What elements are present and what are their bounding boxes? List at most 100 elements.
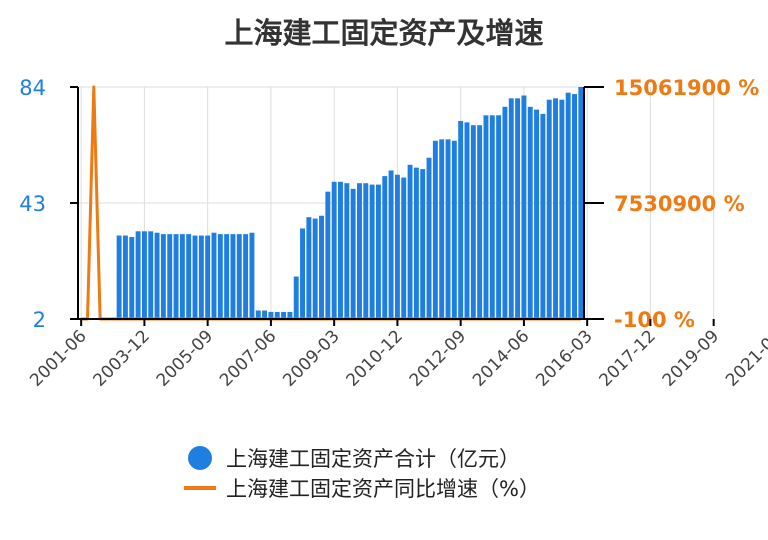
- x-tick-label: 2014-06: [469, 326, 533, 390]
- bar: [243, 234, 249, 319]
- bar: [236, 234, 242, 319]
- bar: [508, 98, 514, 319]
- x-tick-label: 2012-09: [406, 326, 470, 390]
- legend-line-label: 上海建工固定资产同比增速（%）: [226, 477, 540, 501]
- bar: [534, 109, 540, 319]
- bar: [217, 234, 223, 319]
- bar: [553, 98, 558, 319]
- bar: [502, 106, 508, 319]
- bar: [141, 231, 147, 319]
- y-right-tick-label: 7530900 %: [614, 192, 745, 216]
- bar-series: [116, 87, 584, 320]
- bar: [268, 311, 274, 319]
- y-left-tick-label: 84: [19, 76, 46, 100]
- bar: [394, 174, 400, 319]
- bar: [401, 177, 407, 319]
- bar: [312, 218, 318, 319]
- bar: [224, 234, 230, 319]
- bar: [578, 87, 584, 319]
- bar: [420, 169, 426, 319]
- bar: [559, 99, 565, 319]
- bar: [255, 310, 261, 319]
- legend: 上海建工固定资产合计（亿元） 上海建工固定资产同比增速（%）: [184, 446, 540, 501]
- bar: [375, 184, 381, 319]
- bar: [451, 140, 457, 319]
- bar: [363, 183, 369, 319]
- x-tick-label: 2009-03: [279, 326, 343, 390]
- bar: [496, 115, 502, 319]
- bar: [306, 217, 312, 319]
- bar: [388, 170, 394, 319]
- x-tick-label: 2019-09: [659, 326, 723, 390]
- bar: [173, 234, 179, 319]
- bar: [546, 99, 552, 319]
- bar: [192, 235, 198, 319]
- y-right-tick-label: -100 %: [614, 308, 695, 332]
- x-tick-label: 2016-03: [532, 326, 596, 390]
- bar: [344, 183, 350, 319]
- bar: [357, 183, 362, 319]
- bar: [211, 232, 217, 319]
- bar: [407, 164, 413, 319]
- bar: [262, 310, 268, 319]
- bar: [338, 181, 343, 319]
- legend-bar-marker: [188, 446, 212, 470]
- x-tick-label: 2017-12: [596, 326, 660, 390]
- right-axis: 15061900 % 7530900 % -100 %: [583, 76, 759, 332]
- bar: [515, 98, 521, 319]
- bar: [445, 139, 451, 319]
- bar: [331, 181, 337, 319]
- bar: [432, 140, 438, 319]
- bar: [319, 215, 324, 319]
- bar: [198, 235, 204, 319]
- bar: [230, 234, 236, 319]
- x-tick-label: 2005-09: [153, 326, 217, 390]
- bar: [483, 115, 489, 319]
- left-axis: 84 43 2: [19, 76, 79, 332]
- bar: [281, 311, 287, 319]
- x-tick-label: 2021-06: [722, 326, 768, 390]
- bar: [135, 231, 141, 319]
- bar: [489, 115, 495, 319]
- bar: [160, 234, 166, 319]
- bar: [129, 236, 135, 319]
- x-tick-label: 2007-06: [216, 326, 280, 390]
- x-tick-label: 2001-06: [26, 326, 90, 390]
- bar: [325, 191, 331, 319]
- bar: [382, 176, 388, 319]
- bar: [186, 234, 192, 319]
- bar: [369, 184, 375, 319]
- bar: [521, 95, 527, 320]
- x-tick-label: 2010-12: [343, 326, 407, 390]
- bar: [300, 228, 305, 319]
- legend-bar-label: 上海建工固定资产合计（亿元）: [226, 447, 520, 471]
- bar: [154, 232, 160, 319]
- bar: [464, 122, 470, 320]
- x-tick-label: 2003-12: [90, 326, 154, 390]
- bar: [413, 167, 419, 319]
- bar: [249, 232, 255, 319]
- bar: [426, 157, 432, 319]
- bar: [458, 120, 464, 319]
- bar: [205, 235, 211, 319]
- y-left-tick-label: 43: [19, 192, 46, 216]
- bar: [179, 234, 185, 319]
- bar: [116, 235, 122, 319]
- y-left-tick-label: 2: [33, 308, 46, 332]
- chart-title: 上海建工固定资产及增速: [224, 16, 543, 50]
- bar: [527, 106, 533, 319]
- bar: [540, 113, 546, 319]
- bar: [350, 188, 356, 319]
- bar: [470, 125, 476, 319]
- y-right-tick-label: 15061900 %: [614, 76, 759, 100]
- grid: [78, 86, 715, 319]
- bar: [148, 231, 154, 319]
- bar: [122, 235, 128, 319]
- bar: [439, 139, 445, 319]
- bar: [274, 311, 280, 319]
- bar: [287, 311, 293, 319]
- bar: [167, 234, 173, 319]
- bar: [293, 276, 299, 319]
- bar: [572, 94, 577, 319]
